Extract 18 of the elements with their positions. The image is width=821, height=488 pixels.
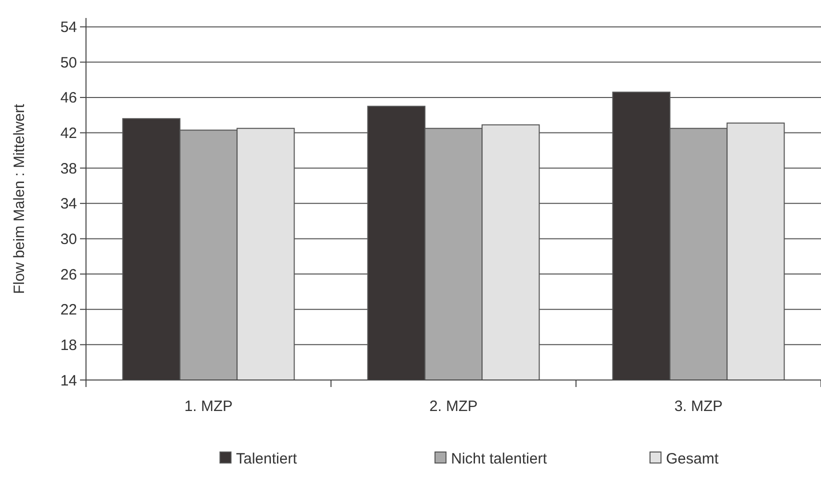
y-tick-label: 42 <box>60 125 77 142</box>
legend-label: Nicht talentiert <box>451 450 548 468</box>
y-tick-label: 38 <box>60 160 77 178</box>
y-tick-label: 46 <box>60 90 77 107</box>
y-tick-label: 34 <box>60 196 77 213</box>
legend-label: Gesamt <box>666 450 720 468</box>
y-tick-label: 26 <box>60 266 77 284</box>
y-tick-label: 50 <box>60 54 77 72</box>
x-tick-label: 2. MZP <box>429 398 478 415</box>
y-axis-title: Flow beim Malen : Mittelwert <box>11 103 28 294</box>
y-tick-label: 18 <box>60 336 77 354</box>
x-tick-label: 1. MZP <box>184 398 233 415</box>
y-tick-label: 30 <box>60 230 77 248</box>
y-tick-label: 54 <box>60 19 77 36</box>
legend-label: Talentiert <box>236 450 298 468</box>
x-tick-label: 3. MZP <box>674 398 723 415</box>
y-tick-label: 14 <box>60 372 77 390</box>
y-tick-label: 22 <box>60 302 77 319</box>
